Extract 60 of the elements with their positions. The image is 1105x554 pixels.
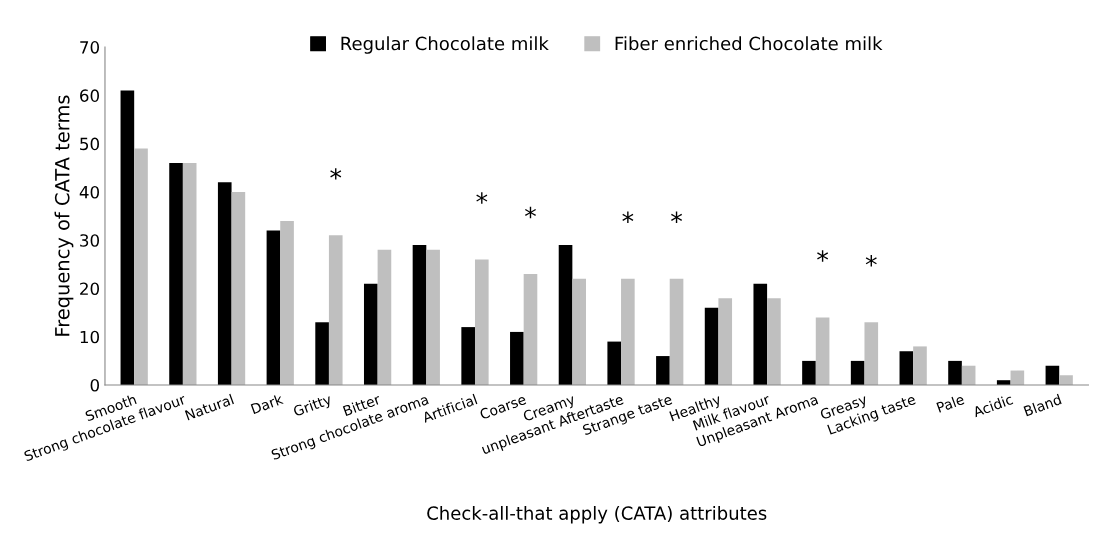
bar xyxy=(182,162,197,386)
bar xyxy=(1059,375,1073,386)
bar xyxy=(523,273,538,386)
bar xyxy=(899,351,914,386)
bar xyxy=(363,283,378,386)
annotation: * xyxy=(817,250,829,262)
y-tick-label: 50 xyxy=(80,137,100,151)
annotation: * xyxy=(865,255,877,267)
bar xyxy=(377,249,392,386)
bar xyxy=(558,245,573,386)
legend-label: Fiber enriched Chocolate milk xyxy=(615,36,883,51)
bar xyxy=(767,298,781,386)
bar xyxy=(621,278,635,386)
bar xyxy=(315,322,329,386)
bar xyxy=(231,191,246,386)
bar xyxy=(815,317,830,386)
bar xyxy=(474,259,489,386)
y-tick-label: 70 xyxy=(80,41,100,54)
bar xyxy=(802,360,816,386)
bar xyxy=(850,360,865,386)
y-axis-title: Frequency of CATA terms xyxy=(54,95,74,336)
bar xyxy=(864,322,879,386)
bar xyxy=(217,182,232,386)
bar xyxy=(426,249,440,386)
bar xyxy=(704,307,719,386)
bar xyxy=(718,298,733,386)
annotation: * xyxy=(524,206,536,219)
bar xyxy=(669,278,684,386)
annotation: * xyxy=(671,211,683,224)
y-tick-label: 40 xyxy=(79,185,100,199)
y-tick-label: 10 xyxy=(80,330,100,344)
bar xyxy=(948,360,962,386)
bar xyxy=(510,331,524,386)
x-tick-label: Coarse xyxy=(479,393,527,420)
bar xyxy=(120,90,135,386)
y-tick-label: 30 xyxy=(80,234,100,247)
legend-label: Regular Chocolate milk xyxy=(341,36,549,54)
x-tick-label: Dark xyxy=(250,393,284,415)
y-tick-label: 20 xyxy=(80,282,100,296)
y-tick-label: 0 xyxy=(90,378,100,392)
bar xyxy=(656,356,670,386)
x-tick-label: Bland xyxy=(1023,393,1062,417)
bar xyxy=(572,278,586,386)
annotation: * xyxy=(330,168,342,180)
bar xyxy=(607,341,622,386)
bar xyxy=(753,283,768,386)
x-tick-label: Acidic xyxy=(972,393,1014,418)
annotation: * xyxy=(622,211,634,224)
bar xyxy=(134,148,148,386)
annotation: * xyxy=(476,192,488,204)
bar xyxy=(280,220,294,386)
bar xyxy=(461,327,475,386)
y-tick-label: 60 xyxy=(80,89,100,102)
bar xyxy=(328,235,343,386)
bar xyxy=(266,230,281,386)
bar xyxy=(169,162,183,386)
x-axis-title: Check-all-that apply (CATA) attributes xyxy=(427,505,767,524)
x-tick-label: Pale xyxy=(936,393,965,413)
bar xyxy=(913,346,927,386)
bar xyxy=(412,245,427,386)
